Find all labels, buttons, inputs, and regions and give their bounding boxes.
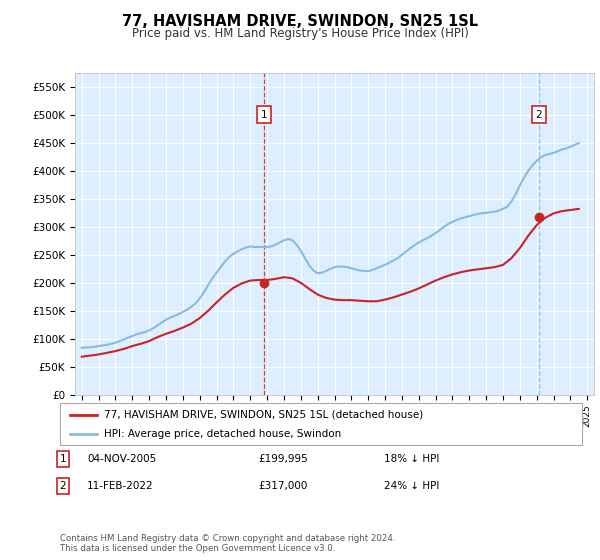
Text: 77, HAVISHAM DRIVE, SWINDON, SN25 1SL: 77, HAVISHAM DRIVE, SWINDON, SN25 1SL [122,14,478,29]
Text: 24% ↓ HPI: 24% ↓ HPI [384,481,439,491]
Text: 1: 1 [261,110,268,120]
Text: £317,000: £317,000 [258,481,307,491]
Text: 11-FEB-2022: 11-FEB-2022 [87,481,154,491]
Text: Price paid vs. HM Land Registry's House Price Index (HPI): Price paid vs. HM Land Registry's House … [131,27,469,40]
Text: £199,995: £199,995 [258,454,308,464]
Text: HPI: Average price, detached house, Swindon: HPI: Average price, detached house, Swin… [104,429,341,439]
Text: 2: 2 [535,110,542,120]
Text: Contains HM Land Registry data © Crown copyright and database right 2024.
This d: Contains HM Land Registry data © Crown c… [60,534,395,553]
Text: 77, HAVISHAM DRIVE, SWINDON, SN25 1SL (detached house): 77, HAVISHAM DRIVE, SWINDON, SN25 1SL (d… [104,409,424,419]
Text: 2: 2 [59,481,67,491]
Text: 1: 1 [59,454,67,464]
Text: 18% ↓ HPI: 18% ↓ HPI [384,454,439,464]
Text: 04-NOV-2005: 04-NOV-2005 [87,454,156,464]
